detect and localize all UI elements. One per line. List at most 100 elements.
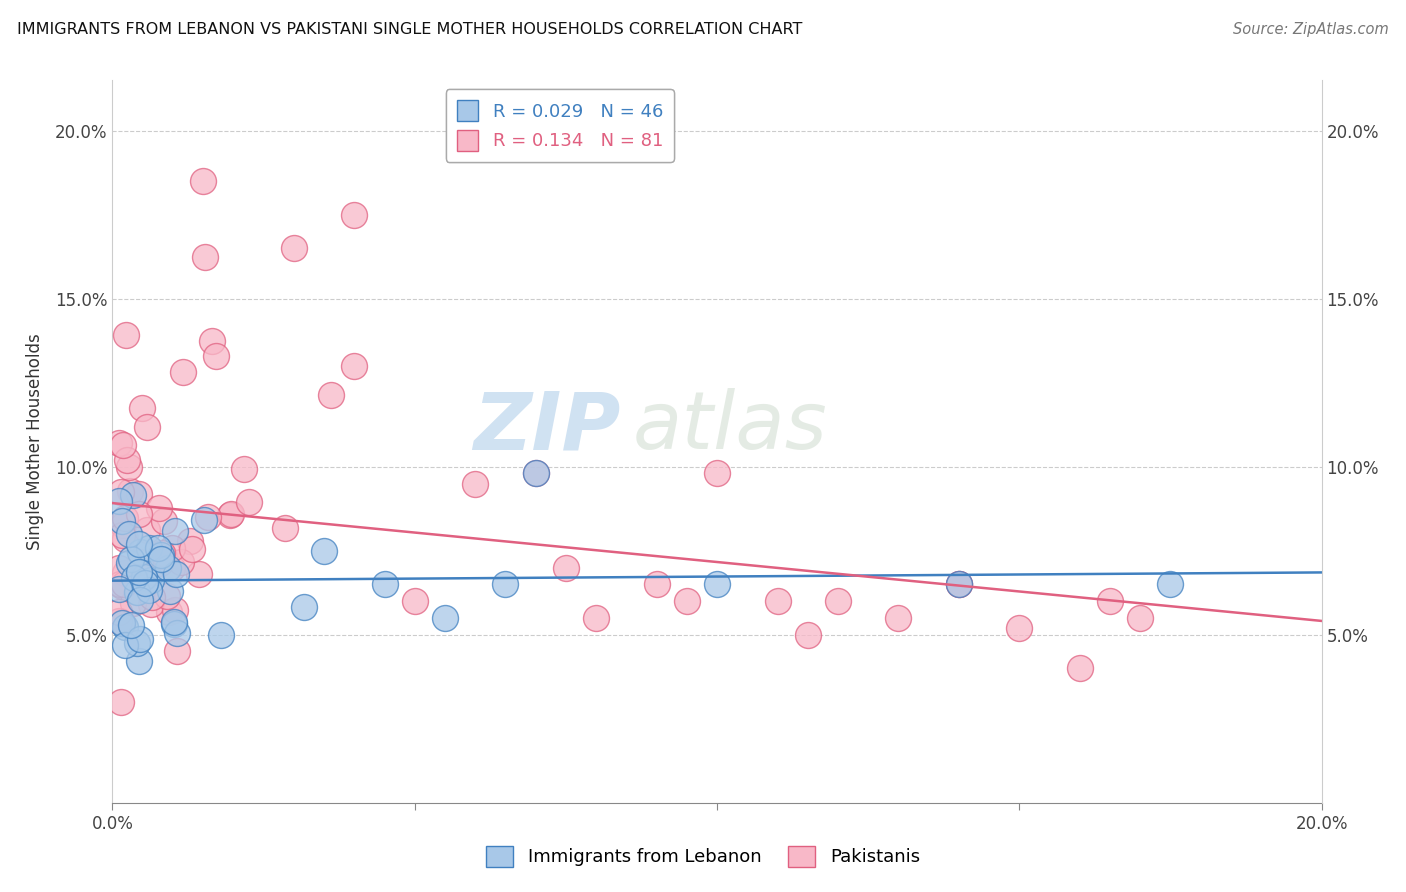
Point (1098, 594, 1121, 608)
Point (111, 438, 134, 452)
Text: atlas: atlas (633, 388, 827, 467)
Point (125, 636, 148, 650)
Point (128, 565, 150, 579)
Point (404, 594, 426, 608)
Point (1159, 577, 1181, 591)
Point (706, 577, 728, 591)
Point (165, 567, 187, 582)
Point (585, 611, 607, 625)
Point (125, 584, 148, 599)
Point (645, 577, 668, 591)
Point (118, 557, 141, 571)
Point (107, 436, 129, 450)
Point (115, 453, 138, 467)
Point (675, 594, 697, 608)
Point (149, 551, 172, 566)
Point (138, 541, 160, 555)
Point (314, 543, 336, 558)
Point (114, 638, 136, 652)
Point (238, 494, 260, 508)
Point (150, 546, 173, 560)
Point (111, 528, 134, 542)
Point (128, 507, 150, 521)
Point (157, 605, 180, 619)
Point (139, 597, 162, 611)
Point (1129, 611, 1152, 625)
Point (219, 507, 242, 521)
Point (948, 577, 970, 591)
Point (118, 484, 141, 499)
Legend: R = 0.029   N = 46, R = 0.134   N = 81: R = 0.029 N = 46, R = 0.134 N = 81 (446, 89, 673, 161)
Point (283, 241, 305, 255)
Point (193, 513, 215, 527)
Point (134, 576, 156, 591)
Text: ZIP: ZIP (472, 388, 620, 467)
Point (115, 328, 138, 343)
Point (706, 467, 728, 481)
Point (948, 577, 970, 591)
Point (141, 591, 163, 605)
Point (194, 250, 217, 264)
Text: Source: ZipAtlas.com: Source: ZipAtlas.com (1233, 22, 1389, 37)
Point (128, 537, 150, 551)
Point (107, 582, 129, 597)
Point (111, 615, 134, 629)
Point (129, 544, 152, 558)
Point (114, 619, 136, 633)
Point (179, 533, 201, 548)
Point (321, 388, 343, 402)
Point (524, 467, 547, 481)
Point (180, 542, 202, 557)
Point (292, 599, 315, 614)
Point (163, 615, 186, 630)
Point (766, 594, 789, 608)
Point (274, 521, 297, 535)
Point (172, 364, 194, 378)
Point (201, 334, 224, 349)
Point (120, 617, 142, 632)
Point (114, 566, 136, 580)
Point (464, 476, 486, 491)
Point (129, 593, 152, 607)
Point (149, 556, 172, 570)
Point (160, 561, 183, 575)
Point (232, 462, 254, 476)
Point (191, 174, 214, 188)
Point (136, 524, 159, 538)
Point (107, 561, 129, 575)
Point (166, 626, 188, 640)
Point (146, 541, 169, 555)
Point (219, 508, 242, 523)
Point (110, 485, 132, 500)
Point (128, 487, 150, 501)
Point (156, 590, 179, 604)
Point (136, 419, 159, 434)
Point (111, 579, 134, 593)
Point (110, 695, 132, 709)
Point (153, 514, 176, 528)
Point (114, 532, 136, 546)
Point (495, 577, 517, 591)
Point (120, 552, 142, 566)
Point (111, 616, 134, 631)
Point (374, 577, 396, 591)
Point (166, 643, 188, 657)
Point (948, 577, 970, 591)
Point (121, 487, 143, 501)
Point (112, 517, 135, 532)
Point (152, 549, 174, 563)
Point (118, 527, 141, 541)
Point (209, 628, 232, 642)
Point (134, 570, 156, 584)
Point (107, 605, 129, 619)
Point (170, 555, 193, 569)
Point (107, 614, 129, 628)
Point (138, 582, 160, 597)
Point (141, 573, 163, 587)
Point (343, 359, 366, 373)
Point (343, 208, 366, 222)
Point (163, 524, 186, 538)
Legend: Immigrants from Lebanon, Pakistanis: Immigrants from Lebanon, Pakistanis (479, 838, 927, 874)
Point (1069, 661, 1091, 675)
Point (131, 401, 153, 415)
